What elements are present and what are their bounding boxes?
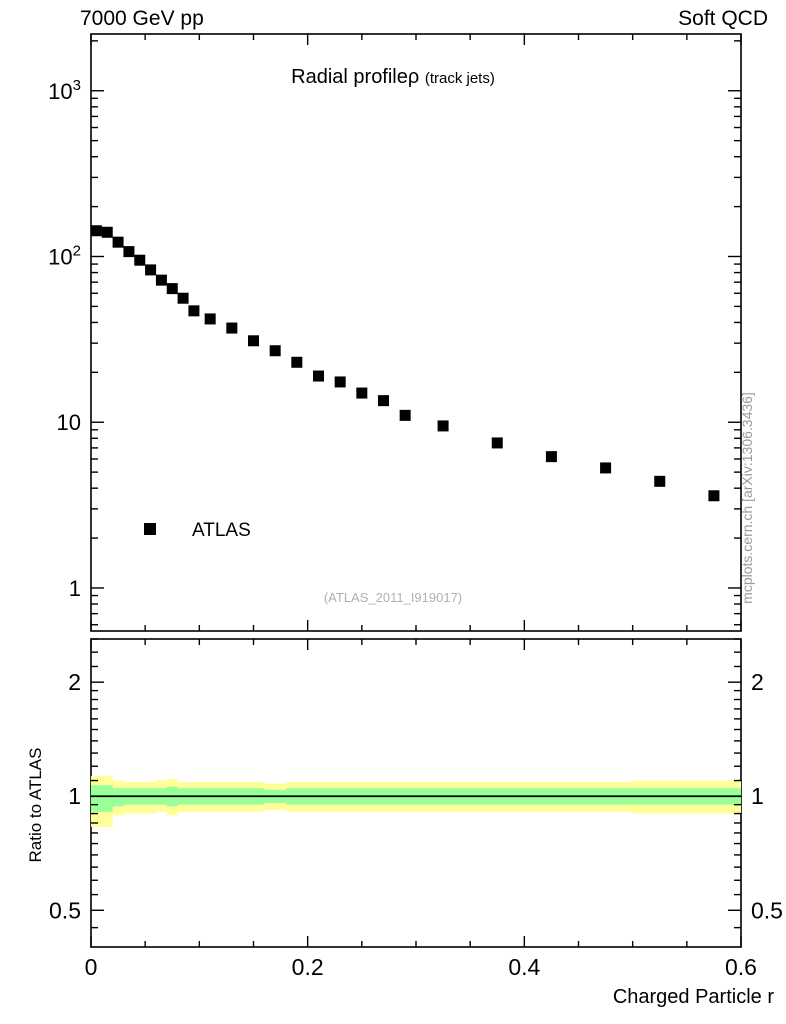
data-point-marker bbox=[654, 475, 666, 487]
plot-title-symbol: ρ bbox=[407, 66, 420, 88]
data-point-marker bbox=[188, 305, 200, 317]
main-y-tick-label: 103 bbox=[48, 77, 81, 104]
data-point-marker bbox=[123, 246, 135, 258]
x-axis-label: Charged Particle r bbox=[612, 986, 774, 1008]
data-point-marker bbox=[177, 292, 189, 304]
data-point-marker bbox=[204, 313, 216, 325]
ratio-y-tick-label: 0.5 bbox=[49, 897, 81, 923]
data-point-marker bbox=[708, 490, 720, 502]
x-tick-label: 0.4 bbox=[508, 954, 540, 980]
ratio-y-tick-label: 1 bbox=[68, 783, 81, 809]
legend-marker bbox=[144, 523, 156, 535]
main-y-tick-label: 10 bbox=[57, 410, 81, 435]
analysis-reference-code: (ATLAS_2011_I919017) bbox=[323, 590, 463, 605]
ratio-y-tick-label-right: 2 bbox=[751, 669, 764, 695]
data-point-marker bbox=[399, 409, 411, 421]
data-point-marker bbox=[437, 420, 449, 432]
main-panel: 1 10 102 103 ATLAS bbox=[48, 33, 742, 632]
main-y-tick-label: 1 bbox=[69, 576, 81, 601]
data-point-marker bbox=[145, 264, 157, 276]
data-point-marker bbox=[313, 370, 324, 382]
data-point-marker bbox=[112, 236, 124, 248]
main-y-tick-label: 102 bbox=[48, 242, 81, 269]
x-tick-label: 0.6 bbox=[725, 954, 757, 980]
plot-title-main: Radial profile bbox=[291, 66, 408, 88]
data-point-marker bbox=[334, 376, 346, 388]
data-point-marker bbox=[90, 225, 102, 237]
data-point-marker bbox=[291, 356, 303, 368]
ratio-panel: 0 0.2 0.4 0.6 0.5 0.5 1 1 2 2 bbox=[49, 638, 783, 980]
data-point-marker bbox=[101, 226, 113, 238]
data-point-marker bbox=[166, 283, 178, 295]
header-process: Soft QCD bbox=[678, 7, 768, 30]
ratio-y-tick-label-right: 0.5 bbox=[751, 897, 783, 923]
data-point-marker bbox=[356, 387, 368, 399]
data-point-marker bbox=[269, 345, 281, 357]
data-point-marker bbox=[600, 462, 612, 474]
data-point-marker bbox=[378, 395, 389, 407]
data-point-marker bbox=[134, 254, 146, 266]
ratio-y-tick-label-right: 1 bbox=[751, 783, 764, 809]
page-title: Radial profileρ (track jets) bbox=[291, 66, 495, 89]
x-tick-label: 0.2 bbox=[292, 954, 324, 980]
legend-label: ATLAS bbox=[192, 520, 251, 541]
plot-title-sub: (track jets) bbox=[424, 70, 495, 87]
data-point-marker bbox=[491, 437, 503, 449]
x-tick-label: 0 bbox=[85, 954, 98, 980]
ratio-band-inner bbox=[91, 785, 741, 812]
data-point-marker bbox=[155, 274, 167, 286]
data-point-marker bbox=[545, 451, 557, 463]
ratio-y-tick-label: 2 bbox=[68, 669, 81, 695]
data-point-marker bbox=[226, 322, 238, 334]
header-beam-energy: 7000 GeV pp bbox=[80, 7, 204, 30]
main-panel-frame bbox=[90, 33, 742, 632]
data-point-marker bbox=[248, 335, 259, 347]
